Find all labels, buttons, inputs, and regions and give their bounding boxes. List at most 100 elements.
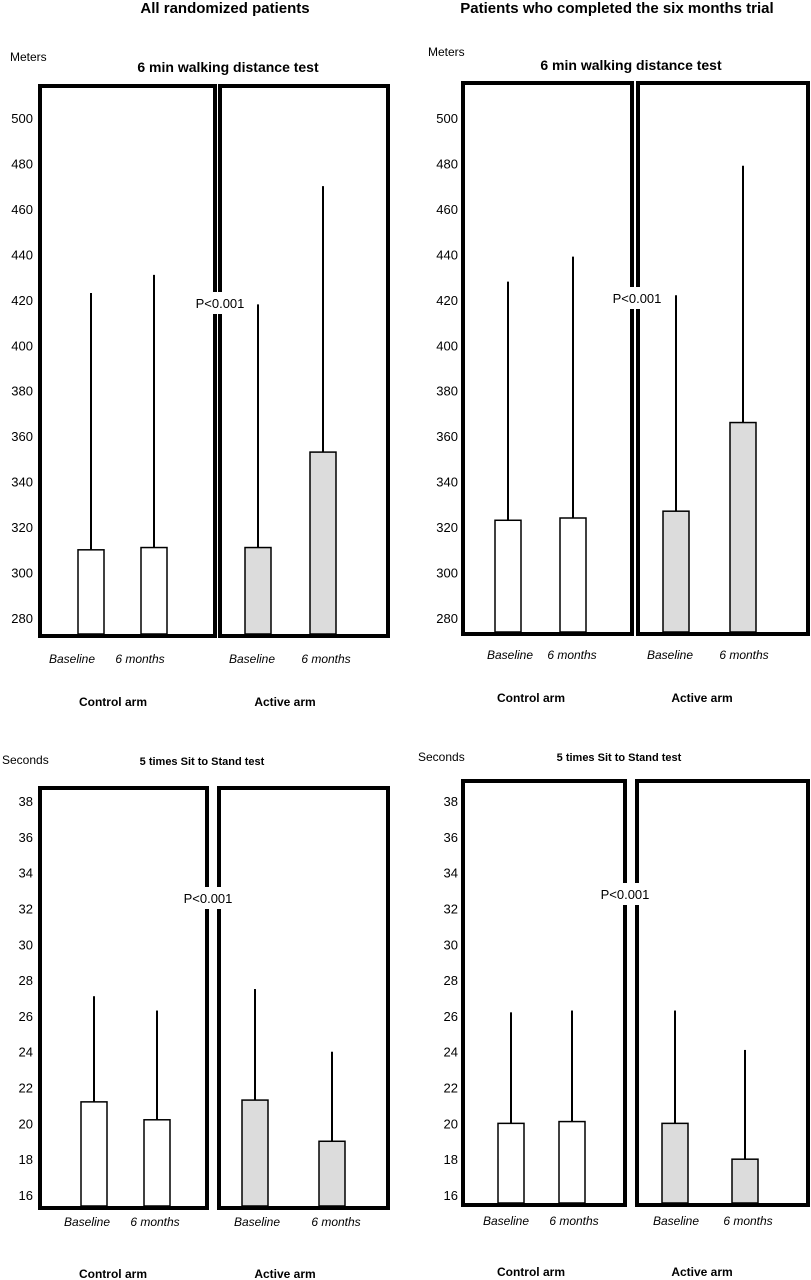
y-tick-label: 22 xyxy=(19,1081,33,1096)
category-label: 6 months xyxy=(115,652,164,666)
y-tick-label: 28 xyxy=(444,973,458,988)
category-label: Baseline xyxy=(487,648,533,662)
y-tick-label: 26 xyxy=(444,1009,458,1024)
y-tick-label: 320 xyxy=(11,520,33,535)
y-tick-label: 280 xyxy=(11,611,33,626)
category-label: Baseline xyxy=(234,1215,280,1229)
group-label: Active arm xyxy=(254,695,315,709)
category-label: Baseline xyxy=(483,1214,529,1228)
bar xyxy=(731,1158,759,1204)
y-tick-label: 440 xyxy=(436,247,458,262)
category-label: 6 months xyxy=(547,648,596,662)
y-tick-label: 340 xyxy=(11,475,33,490)
y-tick-label: 18 xyxy=(444,1152,458,1167)
category-label: 6 months xyxy=(723,1214,772,1228)
chart-title: 5 times Sit to Stand test xyxy=(557,752,682,764)
bar xyxy=(241,1099,269,1207)
y-tick-label: 22 xyxy=(444,1081,458,1096)
y-tick-label: 26 xyxy=(19,1009,33,1024)
y-tick-label: 340 xyxy=(436,475,458,490)
y-tick-label: 28 xyxy=(19,973,33,988)
y-tick-label: 280 xyxy=(436,611,458,626)
bar xyxy=(244,546,272,635)
y-tick-label: 38 xyxy=(19,794,33,809)
y-tick-label: 420 xyxy=(11,293,33,308)
control-arm-frame xyxy=(461,779,627,1207)
category-label: Baseline xyxy=(653,1214,699,1228)
bar xyxy=(309,451,337,635)
p-value-annotation: P<0.001 xyxy=(601,887,650,902)
category-label: Baseline xyxy=(229,652,275,666)
bar xyxy=(729,421,757,633)
y-tick-label: 460 xyxy=(11,202,33,217)
bar xyxy=(494,519,522,633)
active-arm-frame xyxy=(635,779,810,1207)
y-tick-label: 30 xyxy=(444,937,458,952)
group-label: Control arm xyxy=(497,691,565,705)
control-arm-frame xyxy=(38,84,217,638)
column-title-all-randomized: All randomized patients xyxy=(140,0,309,17)
category-label: Baseline xyxy=(647,648,693,662)
y-axis-unit-label: Meters xyxy=(10,50,47,64)
y-tick-label: 20 xyxy=(19,1116,33,1131)
active-arm-frame xyxy=(217,786,390,1210)
y-tick-label: 320 xyxy=(436,520,458,535)
y-tick-label: 400 xyxy=(436,338,458,353)
y-tick-label: 500 xyxy=(436,111,458,126)
y-tick-label: 360 xyxy=(11,429,33,444)
y-tick-label: 480 xyxy=(11,156,33,171)
bar xyxy=(143,1119,171,1207)
group-label: Control arm xyxy=(497,1265,565,1279)
chart-title: 5 times Sit to Stand test xyxy=(140,756,265,768)
y-tick-label: 420 xyxy=(436,293,458,308)
chart-title: 6 min walking distance test xyxy=(137,59,319,75)
y-tick-label: 360 xyxy=(436,429,458,444)
p-value-annotation: P<0.001 xyxy=(184,891,233,906)
y-tick-label: 20 xyxy=(444,1116,458,1131)
category-label: 6 months xyxy=(301,652,350,666)
active-arm-frame xyxy=(218,84,390,638)
active-arm-frame xyxy=(636,81,810,636)
group-label: Control arm xyxy=(79,1267,147,1280)
bar xyxy=(80,1101,108,1207)
p-value-background xyxy=(610,287,664,309)
y-tick-label: 16 xyxy=(19,1188,33,1203)
y-tick-label: 32 xyxy=(19,901,33,916)
column-title-completed-trial: Patients who completed the six months tr… xyxy=(460,0,773,17)
bar xyxy=(497,1122,525,1204)
group-label: Active arm xyxy=(671,691,732,705)
y-tick-label: 18 xyxy=(19,1152,33,1167)
bar xyxy=(140,546,168,635)
p-value-background xyxy=(193,292,247,314)
p-value-annotation: P<0.001 xyxy=(196,296,245,311)
category-label: 6 months xyxy=(130,1215,179,1229)
category-label: 6 months xyxy=(311,1215,360,1229)
p-value-background xyxy=(598,883,652,905)
y-tick-label: 300 xyxy=(436,566,458,581)
bar xyxy=(558,1120,586,1204)
y-tick-label: 440 xyxy=(11,247,33,262)
category-label: Baseline xyxy=(64,1215,110,1229)
y-tick-label: 36 xyxy=(444,830,458,845)
y-tick-label: 300 xyxy=(11,566,33,581)
category-label: Baseline xyxy=(49,652,95,666)
y-tick-label: 34 xyxy=(19,866,33,881)
y-tick-label: 500 xyxy=(11,111,33,126)
bar xyxy=(661,1122,689,1204)
y-axis-unit-label: Meters xyxy=(428,45,465,59)
y-tick-label: 24 xyxy=(19,1045,33,1060)
y-tick-label: 16 xyxy=(444,1188,458,1203)
y-tick-label: 30 xyxy=(19,937,33,952)
y-tick-label: 36 xyxy=(19,830,33,845)
bar xyxy=(77,549,105,635)
bar xyxy=(559,517,587,633)
panel-walk-completed: Meters 6 min walking distance test 280 300 3… xyxy=(428,45,810,705)
p-value-background xyxy=(181,887,235,909)
p-value-annotation: P<0.001 xyxy=(613,291,662,306)
y-tick-label: 380 xyxy=(11,384,33,399)
control-arm-frame xyxy=(461,81,634,636)
panel-sts-all: Seconds 5 times Sit to Stand test 16 18 20 22… xyxy=(2,753,390,1280)
y-axis-unit-label: Seconds xyxy=(2,753,49,767)
y-tick-label: 24 xyxy=(444,1045,458,1060)
